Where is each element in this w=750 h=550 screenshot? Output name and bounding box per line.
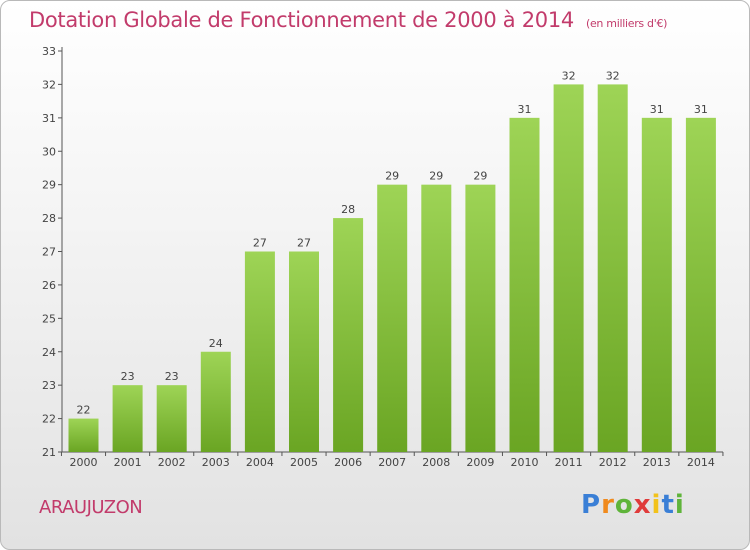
y-tick-label: 22 <box>42 413 56 426</box>
bar <box>465 184 496 452</box>
chart-subtitle: (en milliers d'€) <box>585 17 668 30</box>
bar-value-label: 27 <box>297 237 311 250</box>
bar <box>377 184 408 452</box>
chart-title-text: Dotation Globale de Fonctionnement de 20… <box>29 8 574 32</box>
logo-letter: x <box>633 490 652 520</box>
y-tick-label: 27 <box>42 246 56 259</box>
x-tick-label: 2007 <box>378 456 406 469</box>
y-tick-label: 23 <box>42 379 56 392</box>
x-tick-label: 2008 <box>422 456 450 469</box>
x-tick-label: 2003 <box>202 456 230 469</box>
x-tick-label: 2011 <box>555 456 583 469</box>
bar-value-label: 32 <box>562 69 576 82</box>
y-tick-label: 31 <box>42 112 56 125</box>
x-tick-label: 2010 <box>511 456 539 469</box>
y-tick-label: 28 <box>42 212 56 225</box>
bar <box>244 251 275 452</box>
x-tick-label: 2009 <box>466 456 494 469</box>
x-tick-label: 2001 <box>114 456 142 469</box>
bar <box>685 117 716 452</box>
bar-value-label: 27 <box>253 237 267 250</box>
y-tick-label: 29 <box>42 179 56 192</box>
x-tick-label: 2006 <box>334 456 362 469</box>
chart-title: Dotation Globale de Fonctionnement de 20… <box>29 8 667 32</box>
bar <box>289 251 319 452</box>
bar-value-label: 29 <box>385 170 399 183</box>
bar <box>597 84 628 453</box>
logo-letter: i <box>651 490 662 520</box>
y-tick-label: 32 <box>42 78 56 91</box>
bar-value-label: 31 <box>518 103 532 116</box>
bar-value-label: 31 <box>694 103 708 116</box>
y-tick-label: 33 <box>42 45 56 58</box>
chart-bars <box>68 84 716 453</box>
y-tick-label: 25 <box>42 312 56 325</box>
bar-value-label: 22 <box>77 404 91 417</box>
bar-value-label: 31 <box>650 103 664 116</box>
y-tick-label: 21 <box>42 446 56 459</box>
bar-value-label: 29 <box>473 170 487 183</box>
logo-letter: i <box>674 490 685 520</box>
bar <box>333 218 364 452</box>
logo-letter: t <box>661 490 675 520</box>
bar <box>553 84 584 453</box>
bar-value-label: 28 <box>341 203 355 216</box>
bar <box>641 117 672 452</box>
y-tick-label: 24 <box>42 346 56 359</box>
commune-name: ARAUJUZON <box>39 497 143 518</box>
logo-letter: r <box>601 490 615 520</box>
y-tick-label: 26 <box>42 279 56 292</box>
bar <box>509 117 540 452</box>
bar <box>112 385 143 452</box>
bar <box>68 418 99 452</box>
bar-value-label: 23 <box>121 370 135 383</box>
bar-value-label: 24 <box>209 337 223 350</box>
x-tick-label: 2013 <box>643 456 671 469</box>
x-tick-label: 2000 <box>70 456 98 469</box>
logo-letter: P <box>581 490 602 520</box>
x-tick-label: 2005 <box>290 456 318 469</box>
bar <box>200 351 231 452</box>
bar-value-label: 23 <box>165 370 179 383</box>
x-tick-label: 2012 <box>599 456 627 469</box>
bar <box>421 184 452 452</box>
x-tick-label: 2004 <box>246 456 274 469</box>
x-tick-label: 2014 <box>687 456 715 469</box>
logo-letter: o <box>614 490 634 520</box>
bar <box>156 385 187 452</box>
bar-value-label: 32 <box>606 69 620 82</box>
proxiti-logo[interactable]: Proxiti <box>581 490 685 520</box>
chart-labels: 21 22 23 24 25 26 27 28 29 30 31 32 33 22 2000 23 2001 23… <box>42 45 715 469</box>
y-tick-label: 30 <box>42 145 56 158</box>
x-tick-label: 2002 <box>158 456 186 469</box>
bar-value-label: 29 <box>429 170 443 183</box>
